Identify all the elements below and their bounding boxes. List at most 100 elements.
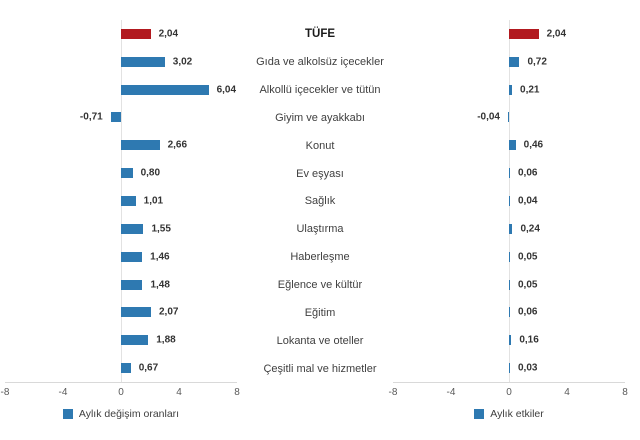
category-label: Alkollü içecekler ve tütün xyxy=(259,83,381,96)
bar-row: 0,21 xyxy=(393,76,625,104)
bar xyxy=(121,251,143,262)
bar-row: 0,80 xyxy=(5,159,237,187)
axis-tick-label: 4 xyxy=(176,387,182,398)
value-label: -0,04 xyxy=(477,111,500,123)
bar xyxy=(121,335,149,346)
value-label: 1,01 xyxy=(143,195,164,207)
axis-tick-label: 8 xyxy=(622,387,628,398)
legend-swatch-icon xyxy=(62,409,73,419)
legend-monthly-change: Aylık değişim oranları xyxy=(5,407,237,421)
bar-row: 2,04 xyxy=(393,20,625,48)
monthly-change-chart: 2,04 3,02 6,04 -0,71 2,66 0,80 1,01 1,55 1,46 1,4… xyxy=(5,20,237,383)
bar xyxy=(509,84,513,95)
bar-row: 0,06 xyxy=(393,298,625,326)
bar-row: 2,04 xyxy=(5,20,237,48)
category-label: Konut xyxy=(305,139,335,152)
bar-row: 1,88 xyxy=(5,326,237,354)
value-label: 6,04 xyxy=(216,84,237,96)
value-label: 1,55 xyxy=(151,223,171,235)
value-label: 0,04 xyxy=(518,195,538,207)
bar-row: 0,46 xyxy=(393,131,625,159)
axis-tick-label: -8 xyxy=(388,387,398,398)
x-axis-right: -8 -4 0 4 8 xyxy=(389,387,628,399)
value-label: 0,80 xyxy=(140,167,161,179)
axis-tick-label: -4 xyxy=(446,387,456,398)
bar xyxy=(121,223,144,234)
bar xyxy=(121,56,165,67)
bar xyxy=(121,84,209,95)
value-label: 0,05 xyxy=(518,251,538,263)
category-label: Ev eşyası xyxy=(296,167,344,180)
bar-row: 0,03 xyxy=(393,354,625,382)
bar-row: 1,01 xyxy=(5,187,237,215)
bar xyxy=(509,307,510,318)
value-label: 0,21 xyxy=(520,84,540,96)
category-label: Eğlence ve kültür xyxy=(277,279,363,292)
bar xyxy=(121,168,133,179)
bar-row: 1,55 xyxy=(5,215,237,243)
axis-tick-label: 4 xyxy=(564,387,570,398)
value-label: 0,46 xyxy=(523,139,544,151)
bar-row: 1,48 xyxy=(5,271,237,299)
value-label: 0,05 xyxy=(518,279,538,291)
legend-label: Aylık değişim oranları xyxy=(78,408,180,420)
legend-label: Aylık etkiler xyxy=(490,408,544,420)
value-label: 2,04 xyxy=(158,28,179,40)
bar-row: 0,16 xyxy=(393,326,625,354)
bar xyxy=(509,363,510,374)
value-label: 0,06 xyxy=(518,167,538,179)
category-label: Ulaştırma xyxy=(296,223,344,236)
value-label: 1,88 xyxy=(156,334,176,346)
bar xyxy=(509,279,510,290)
value-label: 3,02 xyxy=(172,56,193,68)
category-label: Haberleşme xyxy=(290,251,350,264)
axis-tick-label: -4 xyxy=(58,387,68,398)
x-axis-left: -8 -4 0 4 8 xyxy=(1,387,240,399)
bar-row: 0,24 xyxy=(393,215,625,243)
value-label: 1,48 xyxy=(150,279,170,291)
value-label: 0,24 xyxy=(520,223,540,235)
bar-row: 0,05 xyxy=(393,243,625,271)
bar xyxy=(509,140,516,151)
category-label: Çeşitli mal ve hizmetler xyxy=(263,363,377,376)
bar-row: 0,06 xyxy=(393,159,625,187)
bar-row: 2,07 xyxy=(5,298,237,326)
bar xyxy=(121,307,151,318)
category-label: Eğitim xyxy=(304,307,336,320)
bar-row: 0,67 xyxy=(5,354,237,382)
highlight-bar xyxy=(509,28,539,39)
highlight-bar xyxy=(121,28,151,39)
bar xyxy=(121,195,136,206)
value-label: 0,06 xyxy=(518,306,538,318)
value-label: 0,72 xyxy=(527,56,547,68)
bar-row: 0,04 xyxy=(393,187,625,215)
bar-row: 2,66 xyxy=(5,131,237,159)
bar xyxy=(121,363,131,374)
bar xyxy=(509,195,510,206)
axis-tick-label: 8 xyxy=(234,387,240,398)
bar xyxy=(508,112,509,123)
bar-row: 6,04 xyxy=(5,76,237,104)
bar-row: -0,71 xyxy=(5,104,237,132)
category-label: Lokanta ve oteller xyxy=(276,335,364,348)
legend-swatch-icon xyxy=(474,409,485,419)
category-label: Gıda ve alkolsüz içecekler xyxy=(256,55,384,68)
category-label: Giyim ve ayakkabı xyxy=(275,111,365,124)
bar-row: 3,02 xyxy=(5,48,237,76)
axis-tick-label: 0 xyxy=(506,387,512,398)
monthly-effects-chart: 2,04 0,72 0,21 -0,04 0,46 0,06 0,04 0,24 0,05 0,0… xyxy=(393,20,625,383)
bar xyxy=(509,223,513,234)
bar xyxy=(121,140,160,151)
bar-row: -0,04 xyxy=(393,104,625,132)
bar xyxy=(509,168,510,179)
value-label: -0,71 xyxy=(79,111,103,123)
bar xyxy=(121,279,143,290)
category-labels-column: TÜFE Gıda ve alkolsüz içecekler Alkollü iç… xyxy=(240,20,400,383)
value-label: 2,04 xyxy=(546,28,567,40)
bar xyxy=(509,251,510,262)
value-label: 0,67 xyxy=(138,362,159,374)
bar xyxy=(110,112,121,123)
value-label: 1,46 xyxy=(150,251,170,263)
legend-monthly-effects: Aylık etkiler xyxy=(393,407,625,421)
